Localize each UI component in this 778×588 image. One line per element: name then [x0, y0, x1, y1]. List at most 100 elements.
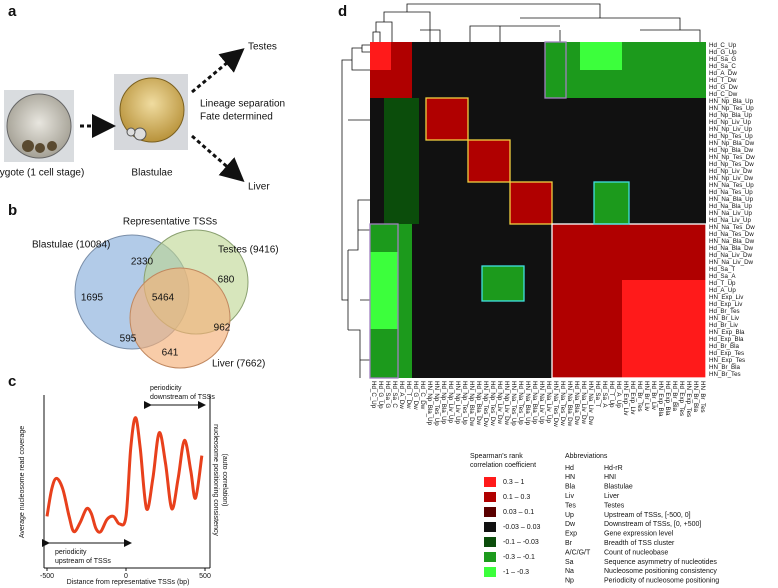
abbrev: Np — [565, 578, 574, 585]
col-label: Hd_Np_Bla_Up — [440, 381, 447, 425]
annotation: periodicity — [150, 385, 182, 392]
col-label: Hd_A_Dw — [398, 381, 405, 409]
abbrev-meaning: Upstream of TSSs, [-500, 0] — [604, 512, 691, 519]
row-label: Hd_Br_Bla — [709, 343, 739, 350]
legend-label: 0.1 – 0.3 — [503, 494, 530, 501]
abbrev-meaning: Hd-rR — [604, 465, 623, 472]
legend-swatch — [484, 507, 496, 517]
col-label: Hd_C_Up — [370, 381, 377, 409]
abbrev-meaning: Testes — [604, 502, 625, 509]
abbrev-meaning: Count of nucleobase — [604, 549, 668, 556]
col-label: HN_Na_Liv_Up — [538, 381, 545, 425]
row-label: Hd_Np_Liv_Up — [709, 119, 752, 126]
count: 680 — [218, 275, 235, 286]
col-label: Hd_Na_Liv_Up — [545, 381, 552, 424]
col-label: HN_Np_Tes_Up — [433, 381, 440, 426]
panel-letter: c — [8, 373, 16, 390]
legend-swatch — [484, 567, 496, 577]
x-tick-label: 500 — [199, 573, 211, 580]
col-label: HN_Np_Tes_Dw — [482, 381, 489, 427]
abbrev: Up — [565, 512, 574, 519]
row-label: Hd_T_Dw — [709, 77, 737, 84]
y2-axis-label: (auto correlation) — [221, 454, 228, 507]
abbrev-meaning: Breadth of TSS cluster — [604, 540, 675, 547]
col-label: HN_Np_Bla_Dw — [468, 381, 475, 427]
heatmap-block — [468, 140, 510, 182]
col-label: Hd_G_Up — [377, 381, 384, 409]
venn-set — [129, 267, 231, 369]
abbrev: Dw — [565, 521, 576, 528]
col-label: HN_Br_Tes — [699, 381, 706, 413]
legend-label: -0.03 – 0.03 — [503, 524, 540, 531]
abbrev: Tes — [565, 502, 576, 509]
label: Zygote (1 cell stage) — [0, 168, 84, 179]
row-label: Hd_T_Up — [709, 280, 736, 287]
panel-letter: d — [338, 3, 347, 20]
oil-drop — [133, 127, 147, 141]
row-label: Hd_A_Up — [709, 287, 736, 294]
annotation: upstream of TSSs — [55, 558, 111, 565]
row-label: Hd_Np_Liv_Dw — [709, 168, 753, 175]
legend-label: 0.3 – 1 — [503, 479, 525, 486]
col-label: Hd_Np_Bla_Dw — [475, 381, 482, 426]
count: 962 — [214, 323, 231, 334]
panel-c: c Distance from representative TSSs (bp)… — [8, 373, 228, 586]
legend-swatch — [484, 492, 496, 502]
abbrev: Br — [565, 540, 573, 547]
abbrev-meaning: Liver — [604, 493, 620, 500]
row-label: Hd_A_Dw — [709, 70, 737, 77]
oil-drop — [47, 141, 57, 151]
col-label: Hd_T_Up — [608, 381, 615, 408]
col-label: Hd_Sa_T — [594, 381, 601, 407]
col-label: Hd_Br_Bla — [671, 381, 678, 411]
panel-letter: b — [8, 202, 17, 219]
cluster-box — [481, 265, 525, 302]
col-label: Hd_G_Dw — [412, 381, 419, 410]
cluster-box — [509, 181, 553, 225]
row-label: Hd_Np_Tes_Dw — [709, 161, 754, 168]
row-label: HN_Na_Tes_Dw — [709, 224, 755, 231]
col-label: HN_Na_Tes_Up — [510, 381, 517, 426]
set-label: Liver (7662) — [212, 359, 265, 370]
col-label: Hd_Sa_A — [601, 381, 608, 408]
row-label: Hd_C_Up — [709, 42, 737, 49]
cluster-box — [467, 139, 511, 183]
arrow — [191, 134, 245, 182]
col-label: Hd_Br_Liv — [650, 381, 657, 411]
row-label: HN_Na_Tes_Up — [709, 182, 754, 189]
row-label: Hd_Na_Tes_Up — [709, 189, 753, 196]
set-label: Testes (9416) — [218, 245, 279, 256]
abbrev-meaning: Blastulae — [604, 484, 633, 491]
row-label: Hd_Exp_Bla — [709, 336, 744, 343]
legend-swatch — [484, 522, 496, 532]
row-label: HN_Np_Liv_Dw — [709, 175, 754, 182]
count: 595 — [120, 334, 137, 345]
panel-b: b Representative TSSs Blastulae (10084) … — [8, 202, 279, 370]
legend-swatch — [484, 477, 496, 487]
x-axis-label: Distance from representative TSSs (bp) — [67, 579, 190, 586]
row-label: Hd_Sa_G — [709, 56, 736, 63]
legend-swatch — [484, 552, 496, 562]
heatmap-block — [370, 42, 391, 70]
panel-letter: a — [8, 3, 17, 20]
col-label: Hd_Np_Tes_Up — [461, 381, 468, 425]
heatmap-block — [622, 280, 706, 378]
count: 5464 — [152, 293, 175, 304]
venn-title: Representative TSSs — [123, 217, 217, 228]
cluster-box — [425, 97, 469, 141]
abbrev: Bla — [565, 484, 575, 491]
row-label: HN_Br_Liv — [709, 315, 740, 322]
row-label: Hd_Na_Liv_Dw — [709, 252, 753, 259]
col-label: HN_Exp_Tes — [685, 381, 692, 417]
abbrev: Exp — [565, 531, 577, 538]
legend-label: -0.3 – -0.1 — [503, 554, 535, 561]
abbrev: Na — [565, 568, 574, 575]
dendrogram-left — [341, 44, 370, 378]
abbrev-meaning: Periodicity of nucleosome positioning — [604, 578, 719, 585]
col-label: HN_Np_Bla_Up — [426, 381, 433, 426]
x-tick-label: 0 — [124, 573, 128, 580]
col-label: Hd_Na_Liv_Dw — [580, 381, 587, 425]
heatmap-block — [426, 98, 468, 140]
coverage-line — [45, 416, 204, 534]
